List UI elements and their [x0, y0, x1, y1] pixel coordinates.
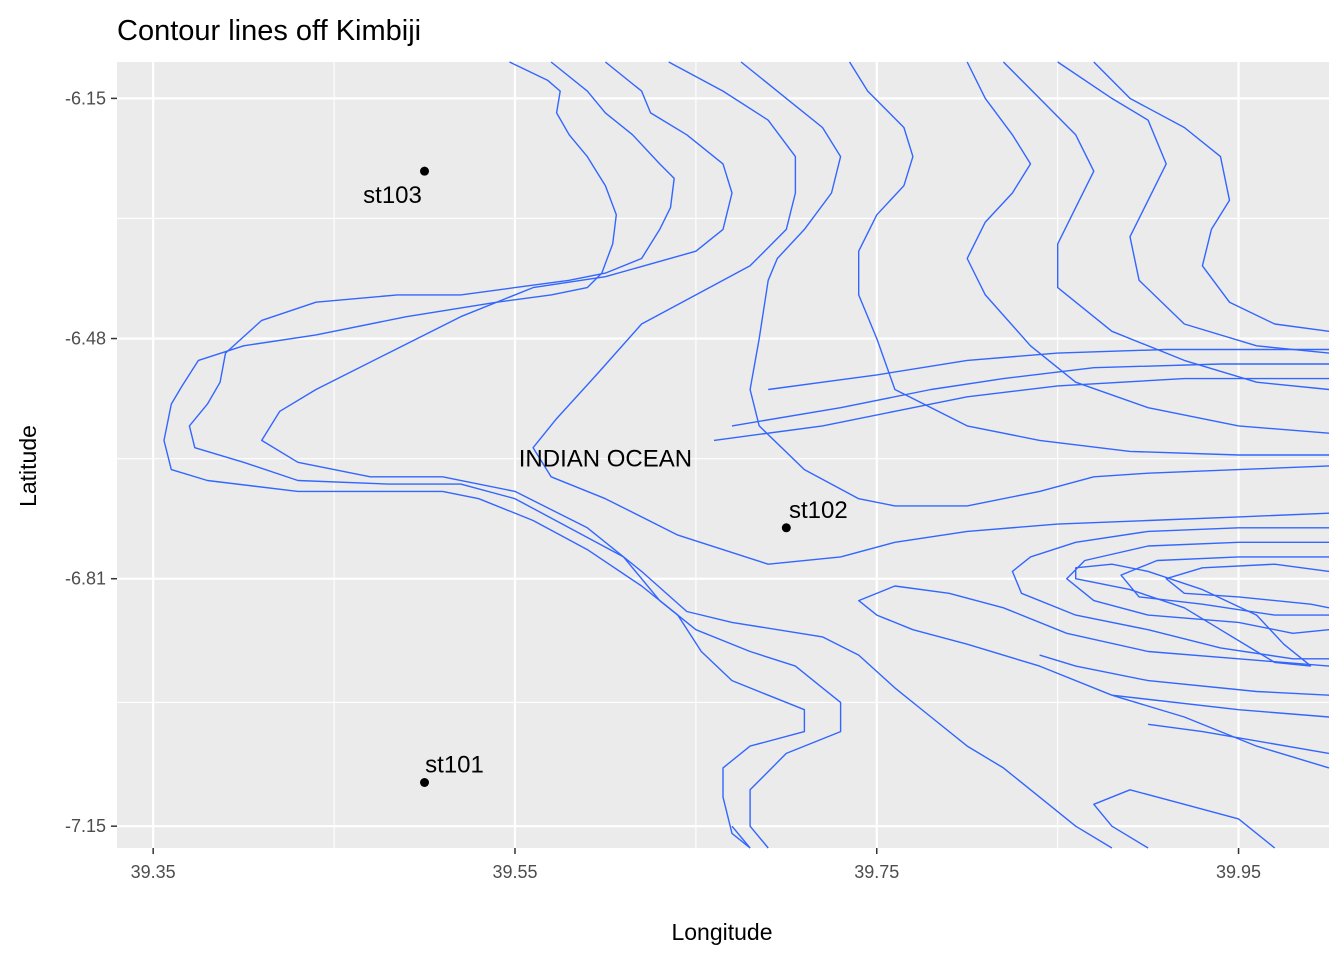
station-point-st102	[781, 523, 791, 533]
y-tick-label: -6.81	[65, 569, 106, 589]
contour-line-22	[1120, 556, 1329, 616]
contour-line-13	[768, 348, 1329, 391]
contour-line-8	[1002, 61, 1330, 391]
x-tick-label: 39.75	[854, 862, 899, 882]
contour-line-21	[1066, 541, 1330, 634]
contour-line-11	[713, 377, 1329, 442]
contour-line-5	[740, 61, 1330, 507]
contour-line-18	[1093, 789, 1276, 849]
x-axis-title: Longitude	[671, 919, 772, 945]
contour-line-7	[966, 61, 1330, 434]
y-axis: -6.15 -6.48 -6.81 -7.15	[65, 88, 117, 836]
contour-line-14	[858, 585, 1330, 769]
contour-line-6	[849, 61, 1329, 456]
contour-line-23	[1165, 563, 1330, 609]
contour-lines	[163, 61, 1330, 849]
contour-line-20	[1011, 527, 1329, 660]
contour-line-3	[261, 61, 1113, 849]
y-axis-title: Latitude	[15, 425, 41, 507]
station-point-st101	[420, 778, 430, 787]
minor-grid	[117, 62, 1329, 848]
station-label-st101: st101	[425, 752, 484, 779]
contour-line-12	[731, 363, 1329, 427]
contour-line-17	[1148, 723, 1330, 755]
x-tick-label: 39.55	[492, 862, 537, 882]
y-tick-label: -6.15	[65, 88, 106, 108]
contour-line-4	[532, 61, 1330, 565]
station-label-st103: st103	[363, 182, 422, 209]
y-tick-label: -7.15	[65, 816, 106, 836]
x-tick-label: 39.35	[131, 862, 176, 882]
contour-line-16	[1111, 694, 1330, 718]
station-label-st102: st102	[789, 497, 848, 524]
contour-line-24	[1075, 563, 1312, 667]
major-grid	[117, 62, 1329, 848]
stations: st103 st102 st101	[363, 166, 848, 787]
x-tick-label: 39.95	[1216, 862, 1261, 882]
x-axis: 39.35 39.55 39.75 39.95	[131, 848, 1261, 882]
plot-panel	[117, 62, 1329, 848]
contour-line-15	[1039, 654, 1330, 696]
station-point-st103	[420, 166, 430, 176]
contour-line-9	[1057, 61, 1330, 354]
y-tick-label: -6.48	[65, 329, 106, 349]
contour-line-10	[1093, 61, 1330, 332]
contour-line-1	[163, 61, 806, 849]
contour-line-19	[731, 825, 751, 849]
chart-title: Contour lines off Kimbiji	[117, 15, 421, 47]
annotation-indian-ocean: INDIAN OCEAN	[519, 446, 692, 473]
contour-line-2	[188, 61, 842, 849]
